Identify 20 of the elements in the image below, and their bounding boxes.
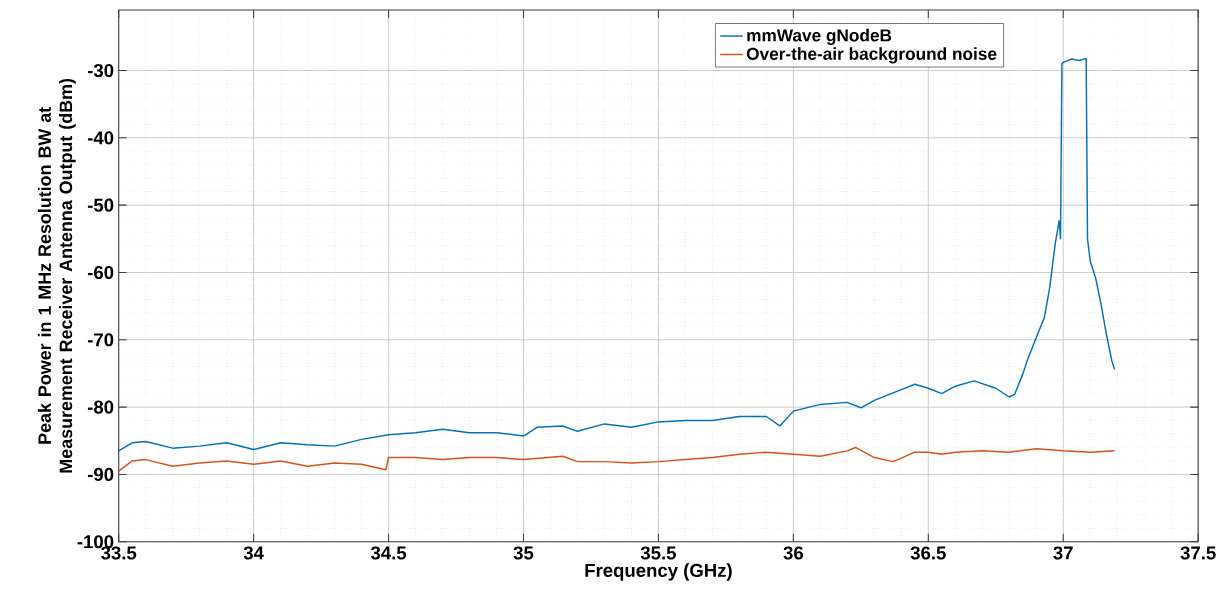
legend-label: mmWave gNodeB [747, 28, 892, 45]
y-axis-title: Peak Power in 1 MHz Resolution BW at Measurement Receiver Antenna Output (dBm) [37, 78, 76, 473]
x-tick-label: 36.5 [910, 546, 946, 560]
x-tick-label: 35 [513, 546, 534, 560]
x-tick-label: 35.5 [640, 546, 676, 560]
y-tick-label: -70 [87, 333, 114, 347]
x-axis-title: Frequency (GHz) [585, 563, 732, 581]
legend-label: Over-the-air background noise [746, 47, 997, 64]
x-tick-label: 34.5 [370, 546, 407, 560]
y-tick-label: -30 [87, 63, 114, 77]
x-tick-label: 36 [783, 546, 804, 560]
y-tick-label: -90 [87, 467, 114, 481]
x-tick-label: 34 [243, 546, 264, 560]
line-series [118, 446, 1116, 472]
x-tick-label: 37.5 [1180, 546, 1216, 560]
y-tick-label: -80 [87, 400, 114, 414]
y-tick-label: -60 [87, 265, 114, 279]
y-tick-label: -40 [87, 131, 114, 145]
x-tick-label: 37 [1053, 546, 1073, 560]
y-tick-label: -50 [87, 198, 114, 212]
